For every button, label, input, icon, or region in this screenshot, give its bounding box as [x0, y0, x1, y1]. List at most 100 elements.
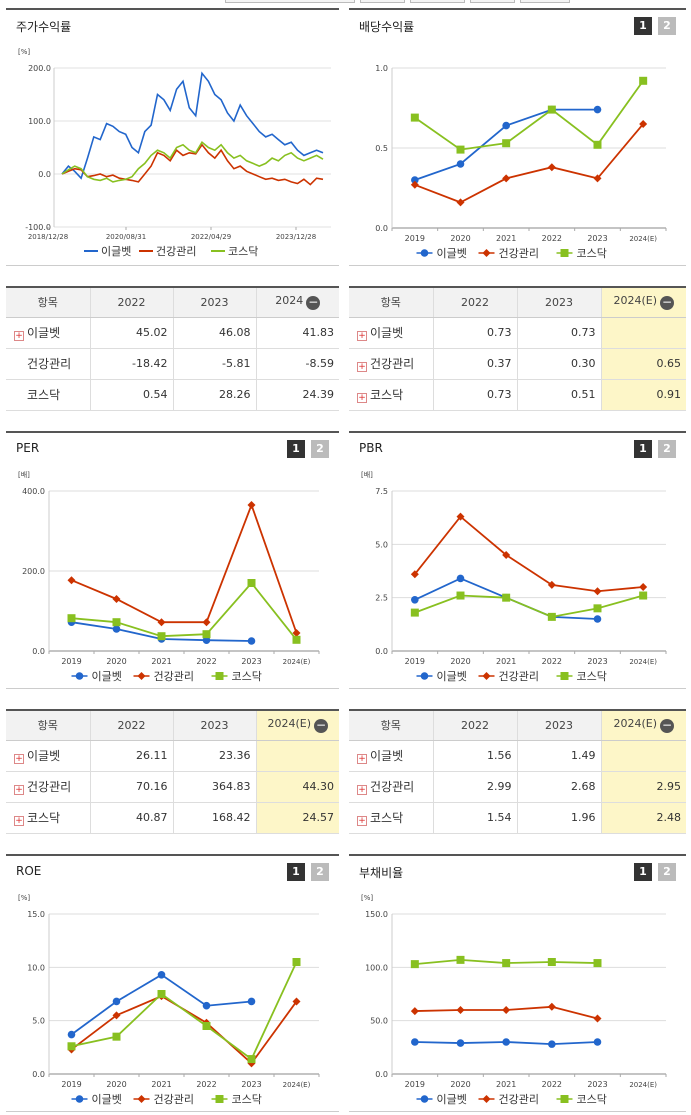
x-tick-label: 2023 — [241, 657, 261, 666]
data-point — [202, 1001, 211, 1010]
panel-title: 주가수익률 — [16, 20, 72, 34]
data-point — [75, 672, 84, 680]
data-point — [456, 160, 465, 168]
top-tab[interactable] — [520, 0, 570, 3]
expand-icon[interactable]: + — [14, 785, 24, 795]
x-tick-label: 2023/12/28 — [276, 233, 316, 241]
view-1-button[interactable]: 1 — [634, 17, 652, 35]
view-1-button[interactable]: 1 — [634, 440, 652, 458]
table-row: + 건강관리 2.99 2.68 2.95 — [349, 771, 686, 803]
data-point — [157, 632, 166, 641]
data-point — [410, 570, 419, 579]
y-tick-label: 200.0 — [22, 567, 45, 576]
col-header: 2022 — [432, 287, 517, 318]
data-point — [292, 629, 301, 637]
data-point — [410, 960, 419, 969]
top-tab[interactable] — [470, 0, 515, 3]
view-2-button[interactable]: 2 — [658, 17, 676, 35]
expand-icon[interactable]: + — [14, 754, 24, 764]
expand-icon[interactable]: + — [357, 331, 367, 341]
legend-label: 건강관리 — [499, 670, 539, 683]
axis-unit: [배] — [18, 470, 30, 479]
data-point — [639, 583, 648, 591]
collapse-icon[interactable]: − — [660, 295, 675, 311]
legend-label: 코스닥 — [577, 670, 607, 683]
col-header: 항목 — [6, 710, 90, 741]
x-tick-label: 2024(E) — [629, 235, 657, 243]
table-row: + 건강관리 0.37 0.30 0.65 — [349, 348, 686, 380]
data-point — [593, 604, 602, 613]
view-2-button[interactable]: 2 — [311, 863, 329, 881]
x-tick-label: 2022 — [196, 1080, 216, 1089]
legend-label: 이글벳 — [92, 1093, 122, 1106]
legend-label: 건강관리 — [154, 670, 194, 683]
data-point — [411, 1038, 419, 1046]
x-tick-label: 2023 — [587, 657, 607, 666]
y-tick-label: 100.0 — [28, 117, 51, 126]
expand-icon[interactable]: + — [357, 785, 367, 795]
data-point — [502, 959, 511, 968]
y-tick-label: 1.0 — [375, 64, 388, 73]
data-point — [502, 1038, 510, 1046]
legend-label: 건강관리 — [154, 1093, 194, 1106]
expand-icon[interactable]: + — [14, 331, 24, 341]
expand-icon[interactable]: + — [357, 816, 367, 826]
data-point — [593, 174, 602, 183]
data-point — [411, 596, 419, 604]
collapse-icon[interactable]: − — [314, 718, 329, 734]
top-tab[interactable] — [410, 0, 465, 3]
data-point — [202, 630, 211, 639]
col-header: 항목 — [349, 710, 433, 741]
chart-legend: 이글벳 건강관리 코스닥 — [416, 670, 607, 683]
data-point — [593, 105, 602, 114]
data-point — [502, 1006, 511, 1014]
data-point — [112, 625, 121, 633]
collapse-icon[interactable]: − — [660, 718, 675, 734]
data-point — [410, 1007, 419, 1016]
top-tab[interactable] — [360, 0, 405, 3]
chart-svg: [배]7.5 5.0 2.5 0.0 2019 2020 2021 2022 2023 2024(… — [361, 470, 667, 683]
top-tab-strip — [0, 0, 691, 6]
panel-title: 배당수익률 — [359, 20, 415, 34]
data-point — [202, 636, 211, 644]
x-tick-label: 2021 — [496, 657, 516, 666]
col-header: 항목 — [6, 287, 90, 318]
data-point — [548, 1040, 556, 1048]
table-row: 코스닥 0.54 28.26 24.39 — [6, 379, 339, 411]
chart-svg: [%] 150.0 100.0 50.0 0.0 2019 2020 2021 2022 2023… — [361, 894, 667, 1106]
expand-icon[interactable]: + — [357, 362, 367, 372]
data-point — [157, 971, 166, 979]
table-row: + 이글벳 26.11 23.36 — [6, 740, 339, 772]
expand-icon[interactable]: + — [357, 393, 367, 403]
view-2-button[interactable]: 2 — [311, 440, 329, 458]
y-tick-label: -100.0 — [25, 223, 51, 232]
view-2-button[interactable]: 2 — [658, 440, 676, 458]
view-1-button[interactable]: 1 — [287, 440, 305, 458]
expand-icon[interactable]: + — [357, 754, 367, 764]
series-line — [71, 581, 298, 641]
top-tab[interactable] — [225, 0, 355, 3]
collapse-icon[interactable]: − — [306, 295, 321, 311]
data-point — [112, 1011, 121, 1020]
expand-icon[interactable]: + — [14, 816, 24, 826]
y-tick-label: 5.0 — [32, 1017, 45, 1026]
data-point — [456, 1039, 465, 1047]
view-1-button[interactable]: 1 — [287, 863, 305, 881]
x-tick-label: 2024(E) — [629, 658, 657, 666]
y-tick-label: 200.0 — [28, 64, 51, 73]
series-line — [414, 515, 644, 593]
view-2-button[interactable]: 2 — [658, 863, 676, 881]
legend-label: 코스닥 — [577, 247, 607, 260]
col-header: 2023 — [516, 287, 601, 318]
table-row: + 코스닥 40.87 168.42 24.57 — [6, 802, 339, 834]
data-point — [67, 1042, 76, 1051]
x-tick-label: 2019 — [61, 1080, 81, 1089]
x-tick-label: 2021 — [151, 657, 171, 666]
col-header: 항목 — [349, 287, 433, 318]
table-row: + 이글벳 1.56 1.49 — [349, 740, 686, 772]
view-1-button[interactable]: 1 — [634, 863, 652, 881]
col-header: 2024(E) − — [255, 710, 339, 741]
data-point — [593, 1038, 602, 1046]
